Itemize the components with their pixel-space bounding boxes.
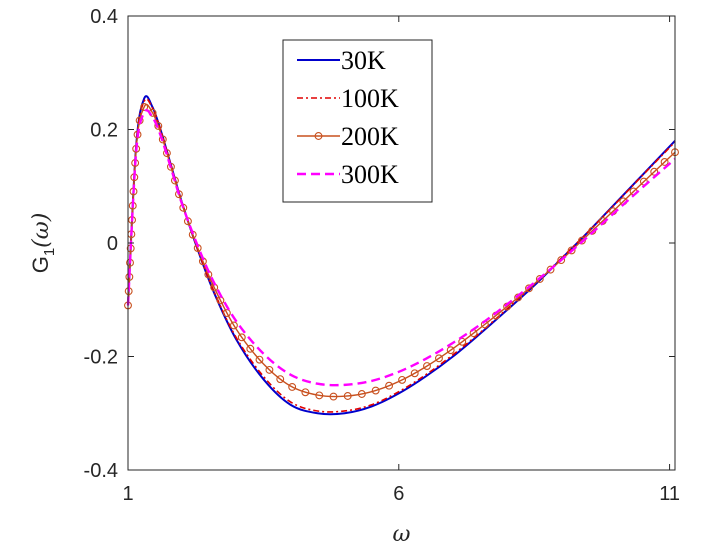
y-axis-label: G1(ω) bbox=[28, 213, 58, 274]
series-marker-200k bbox=[135, 116, 144, 125]
y-tick-label: 0.4 bbox=[90, 6, 118, 28]
series-marker-200k bbox=[222, 309, 231, 317]
series-marker-200k bbox=[166, 162, 175, 171]
series-marker-200k bbox=[237, 333, 246, 342]
series-marker-200k bbox=[557, 256, 566, 265]
y-axis-label-suffix: (ω) bbox=[29, 213, 54, 248]
series-marker-200k bbox=[246, 344, 255, 353]
x-tick-label: 11 bbox=[659, 483, 680, 505]
series-marker-200k bbox=[398, 375, 407, 384]
series-marker-200k bbox=[140, 103, 149, 111]
series-marker-200k bbox=[357, 390, 366, 398]
series-marker-200k bbox=[423, 362, 431, 370]
series-marker-200k bbox=[567, 246, 576, 255]
series-marker-200k bbox=[458, 337, 467, 346]
series-marker-200k bbox=[276, 375, 285, 384]
series-marker-200k bbox=[514, 293, 523, 302]
y-tick-label: -0.2 bbox=[84, 347, 118, 369]
series-marker-200k bbox=[650, 167, 659, 176]
series-layer bbox=[124, 95, 679, 416]
series-marker-200k bbox=[660, 158, 669, 166]
series-marker-200k bbox=[255, 355, 264, 364]
series-marker-200k bbox=[577, 236, 586, 245]
tick-layer: 1 6 11 -0.4 -0.2 0 0.2 0.4 bbox=[84, 6, 680, 505]
x-tick-label: 1 bbox=[122, 483, 133, 505]
x-tick-label: 6 bbox=[393, 483, 404, 505]
y-axis-label-main: G bbox=[28, 256, 53, 273]
series-marker-200k bbox=[329, 392, 338, 401]
series-line-300k bbox=[126, 108, 676, 387]
y-axis-label-subscript: 1 bbox=[41, 248, 58, 256]
legend-label-30k: 30K bbox=[341, 46, 386, 75]
series-marker-200k bbox=[162, 149, 171, 158]
series-marker-200k bbox=[343, 392, 352, 400]
series-line-100k bbox=[127, 98, 676, 413]
y-tick-label: 0.2 bbox=[90, 120, 118, 142]
legend: 30K 100K 200K 300K bbox=[282, 39, 433, 203]
series-marker-200k bbox=[385, 381, 394, 390]
series-marker-200k bbox=[154, 121, 163, 130]
legend-label-200k: 200K bbox=[341, 122, 399, 151]
series-marker-200k bbox=[446, 346, 455, 355]
y-tick-label: 0 bbox=[107, 233, 118, 255]
series-marker-200k bbox=[315, 391, 324, 400]
series-marker-200k bbox=[410, 369, 419, 378]
series-marker-200k bbox=[546, 265, 555, 274]
y-tick-label: -0.4 bbox=[84, 460, 118, 482]
series-marker-200k bbox=[371, 386, 380, 395]
series-marker-200k bbox=[535, 275, 544, 283]
series-marker-200k bbox=[158, 135, 167, 144]
series-marker-200k bbox=[265, 365, 274, 374]
legend-marker-200k bbox=[314, 132, 323, 140]
series-marker-200k bbox=[229, 321, 238, 330]
series-marker-200k bbox=[525, 284, 533, 293]
series-marker-200k bbox=[288, 383, 297, 391]
series-marker-200k bbox=[301, 388, 310, 397]
x-axis-label: ω bbox=[393, 522, 411, 547]
series-marker-200k bbox=[435, 354, 443, 363]
legend-label-300k: 300K bbox=[341, 160, 399, 189]
legend-box bbox=[282, 39, 433, 203]
legend-label-100k: 100K bbox=[341, 84, 399, 113]
